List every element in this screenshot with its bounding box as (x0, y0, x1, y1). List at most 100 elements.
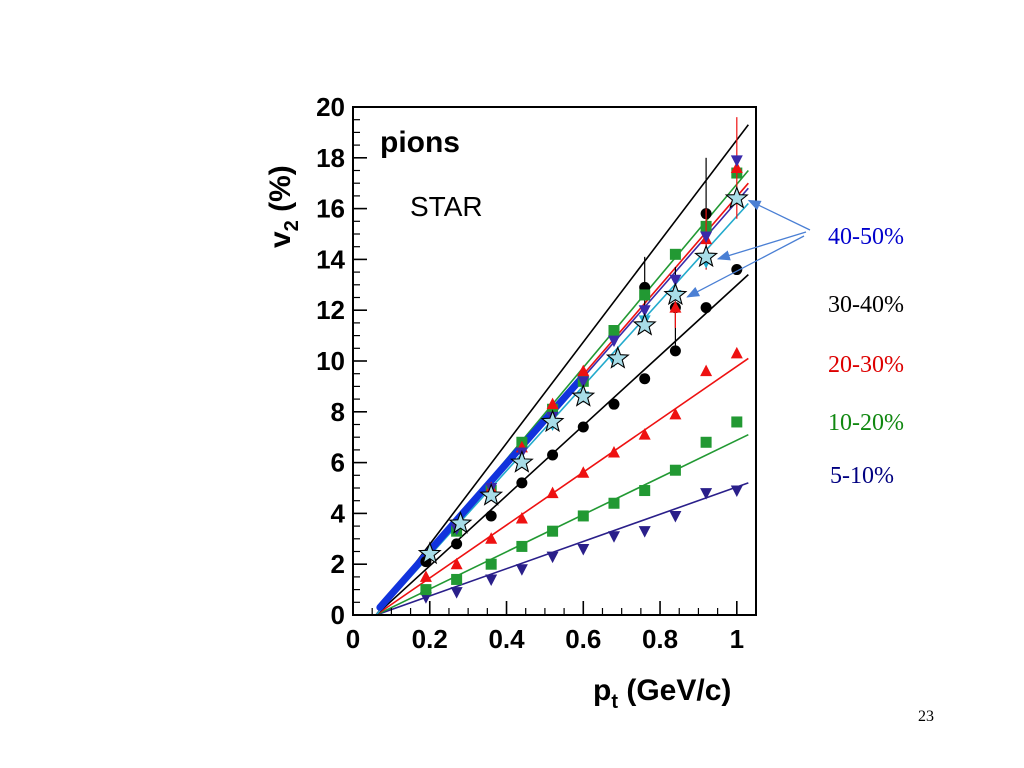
data-point (577, 376, 590, 388)
y-axis-title-sub: 2 (281, 220, 303, 231)
legend-arrow (747, 199, 811, 231)
legend-arrows (686, 199, 811, 298)
data-point (638, 526, 651, 538)
data-point (547, 449, 559, 461)
data-point (485, 574, 498, 586)
data-point (700, 436, 712, 448)
x-tick-label: 0.8 (642, 624, 678, 654)
x-axis-title-sub: t (611, 691, 618, 713)
plot-area (353, 107, 756, 615)
data-point (669, 248, 681, 260)
data-point (608, 325, 620, 337)
data-point (605, 345, 630, 369)
data-point (700, 302, 712, 314)
data-point (516, 540, 528, 552)
data-point (639, 485, 651, 497)
fit-line-0 (375, 482, 749, 616)
data-point (515, 511, 528, 524)
y-tick-label: 0 (331, 600, 345, 630)
data-point (669, 510, 682, 523)
x-tick-label: 0.4 (488, 624, 525, 654)
data-point (515, 564, 528, 576)
data-point (577, 466, 590, 478)
data-point (509, 450, 534, 473)
fit-line-2 (375, 357, 749, 616)
y-tick-label: 16 (316, 194, 345, 224)
data-point (547, 403, 559, 415)
legend-label-10-20pct: 10-20% (828, 410, 904, 436)
data-point (694, 244, 719, 268)
plot-background (353, 107, 756, 615)
data-point (730, 161, 743, 173)
data-point (417, 541, 442, 565)
data-point (516, 477, 528, 489)
data-point (485, 532, 498, 544)
data-point (577, 364, 590, 377)
legend-arrow (686, 235, 805, 298)
data-point (607, 531, 620, 543)
data-point (700, 231, 713, 244)
x-axis-title-main: p (593, 674, 611, 707)
data-point (700, 364, 713, 377)
y-tick-label: 6 (331, 448, 345, 478)
legend-label-20-30pct: 20-30% (828, 352, 904, 378)
legend-label-5-10pct: 5-10% (830, 463, 894, 489)
data-point (485, 558, 497, 570)
data-point (419, 570, 432, 582)
page-number: 23 (918, 708, 934, 725)
y-tick-label: 4 (331, 498, 346, 528)
data-point (546, 486, 559, 499)
data-point (577, 421, 589, 433)
data-point (669, 407, 682, 420)
data-point (669, 274, 682, 287)
data-point (450, 557, 463, 570)
x-axis-title: pt (GeV/c) (593, 674, 731, 713)
data-point (669, 345, 681, 357)
x-tick-label: 1 (730, 624, 744, 654)
data-point (571, 384, 596, 407)
x-tick-label: 0.2 (412, 624, 448, 654)
x-tick-label: 0.6 (565, 624, 601, 654)
y-axis-title-rest: (%) (264, 165, 297, 220)
data-point (577, 543, 590, 556)
data-point (639, 373, 651, 385)
data-point (577, 510, 589, 522)
particle-label: pions (380, 126, 460, 159)
data-point (608, 497, 620, 509)
legend-label-40-50pct: 40-50% (828, 224, 904, 250)
data-point (450, 587, 463, 599)
data-point (638, 428, 651, 440)
y-tick-label: 2 (331, 549, 345, 579)
data-point (730, 346, 743, 359)
data-point (485, 510, 497, 522)
fit-line-4 (375, 124, 749, 616)
data-point (547, 525, 559, 537)
y-tick-label: 10 (316, 346, 345, 376)
y-tick-label: 18 (316, 143, 345, 173)
data-point (420, 584, 432, 596)
experiment-label: STAR (410, 191, 483, 222)
data-point (451, 538, 463, 550)
y-tick-label: 8 (331, 397, 345, 427)
data-point (546, 397, 559, 410)
data-point (669, 464, 681, 476)
data-point (632, 312, 657, 336)
data-point (639, 289, 651, 301)
data-point (669, 301, 682, 313)
x-axis-title-rest: (GeV/c) (618, 674, 731, 707)
data-point (608, 398, 620, 410)
data-point (607, 335, 620, 348)
y-axis-title-main: v (264, 231, 297, 248)
legend-arrow (716, 231, 807, 261)
y-tick-label: 12 (316, 295, 345, 325)
data-point (730, 155, 743, 167)
data-point (724, 185, 749, 209)
data-point (448, 511, 473, 534)
x-tick-label: 0 (346, 624, 360, 654)
data-point (451, 573, 463, 585)
data-point (730, 485, 743, 498)
y-axis-title: v2 (%) (264, 165, 303, 248)
data-point (479, 483, 504, 506)
legend-label-30-40pct: 30-40% (828, 292, 904, 318)
